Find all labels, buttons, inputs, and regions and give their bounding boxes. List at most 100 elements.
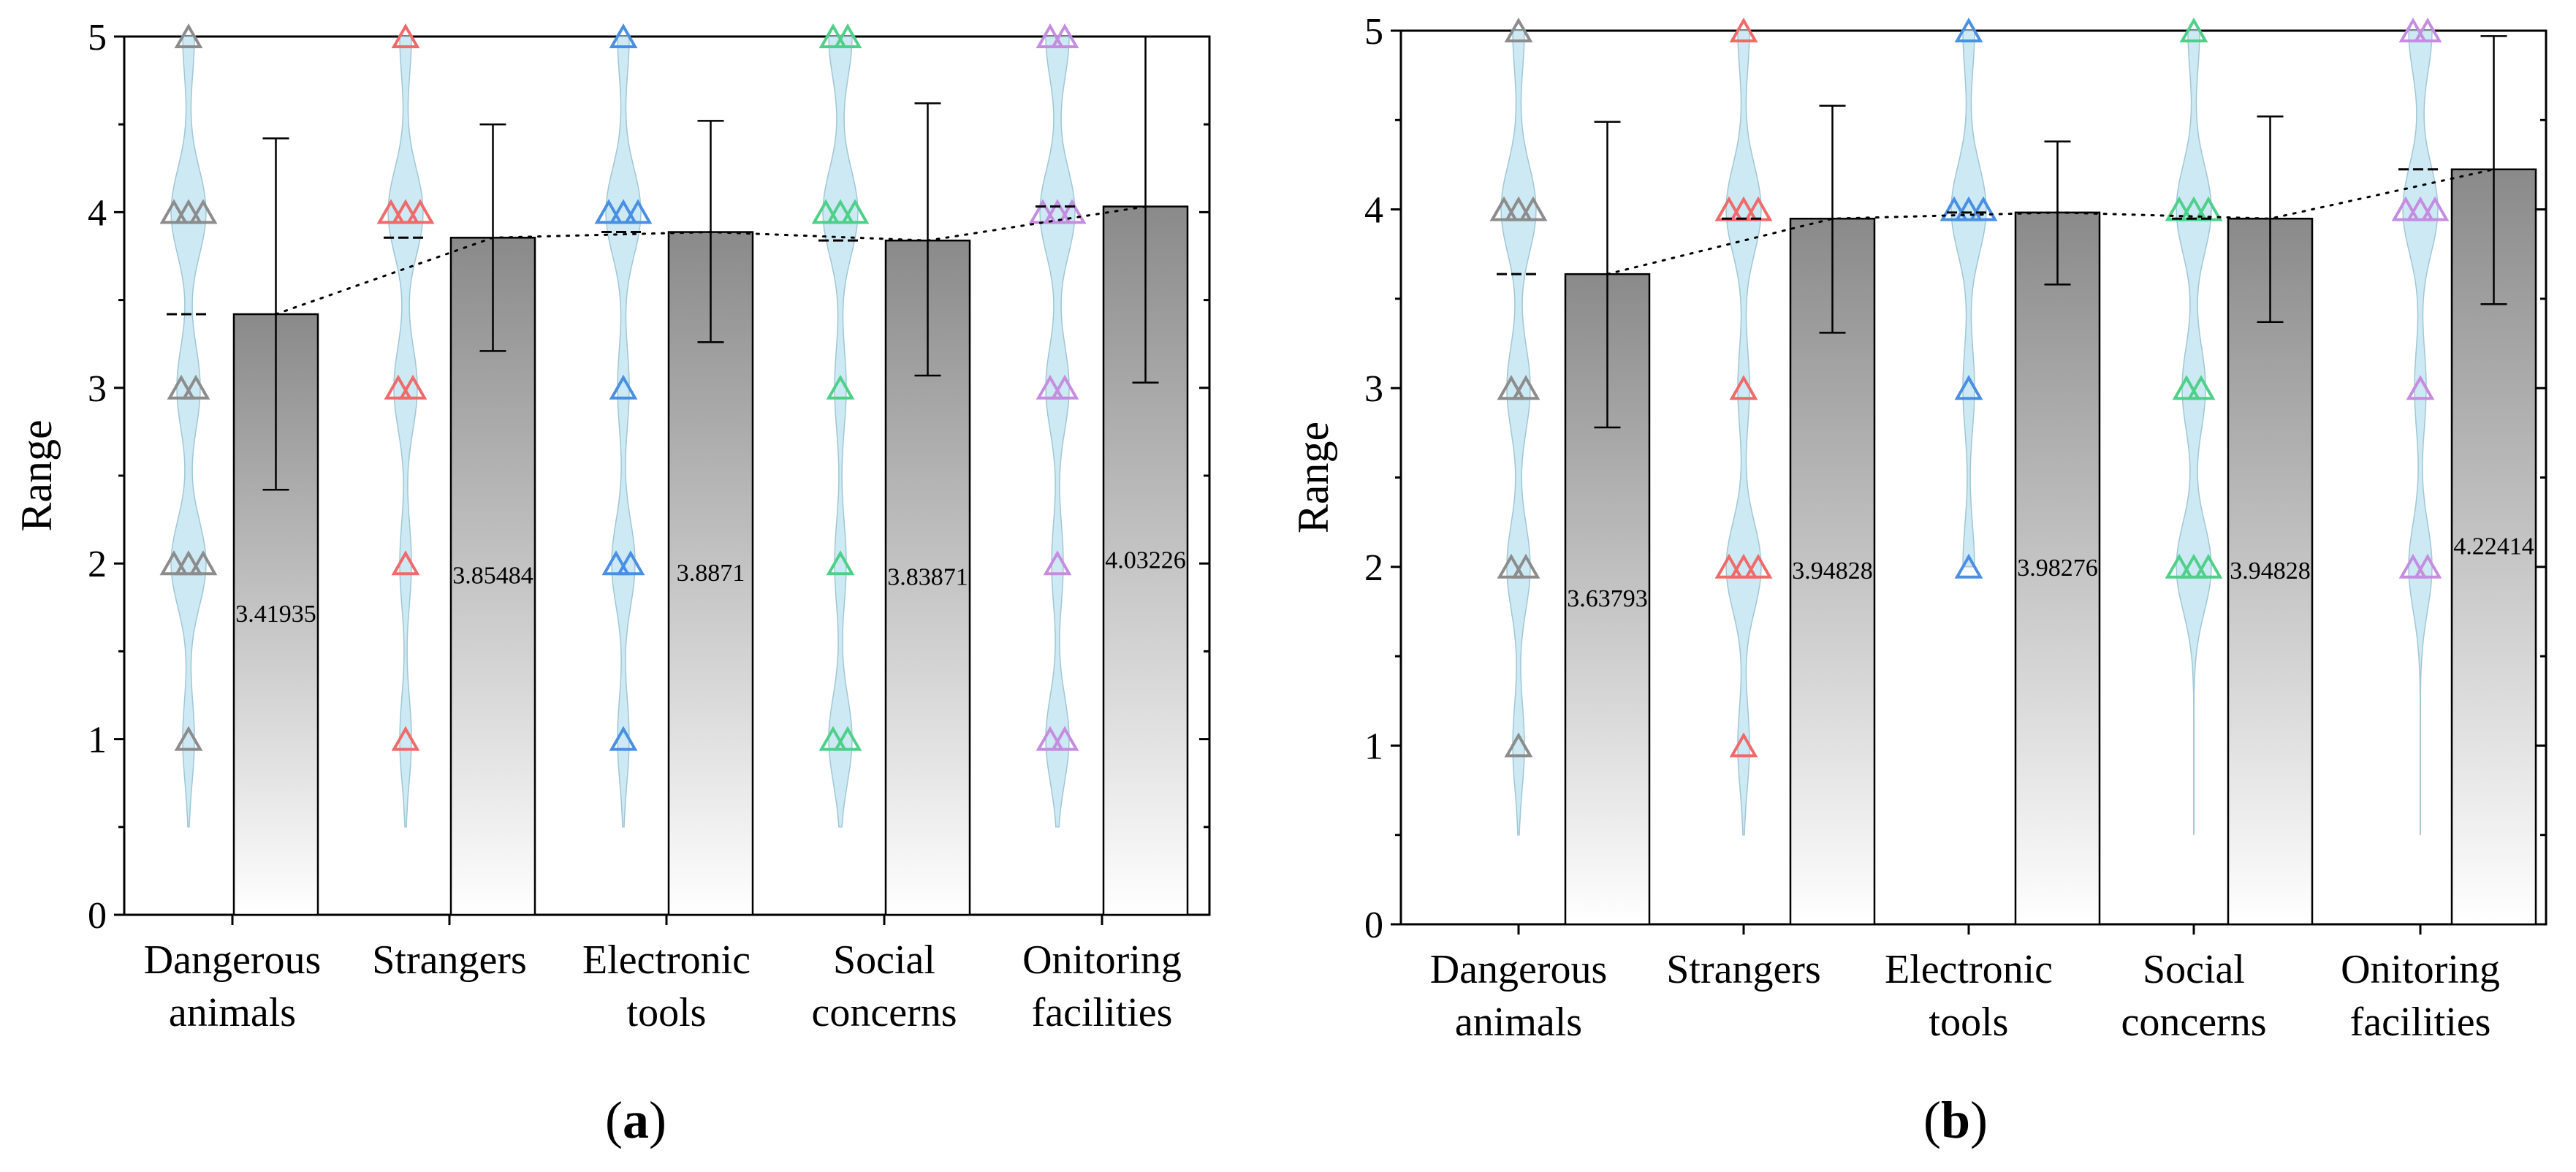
chart-a-svg: 0 1 2 3 4 5 Range Dangerous animals Strangers Elec…: [12, 17, 1211, 1035]
chart-a-category-label: concerns: [811, 990, 957, 1035]
chart-a-category-label: facilities: [1032, 990, 1173, 1035]
chart-a-ytick-label: 1: [88, 720, 107, 761]
chart-a-data-point-triangle: [1036, 23, 1065, 48]
chart-a-data-point-triangle: [398, 374, 428, 400]
chart-b-ytick-label: 5: [1364, 11, 1383, 53]
chart-a-ytick-label: 4: [88, 192, 107, 234]
chart-a-data-point-triangle: [1050, 374, 1079, 400]
chart-a-violin: [387, 36, 424, 828]
chart-b-data-point-triangle: [1497, 553, 1526, 579]
chart-b-data-point-triangle: [2194, 553, 2223, 579]
chart-a-data-point-triangle: [391, 550, 420, 576]
chart-a-data-point-triangle: [167, 374, 196, 400]
chart-b-violin: [2176, 30, 2212, 835]
chart-b-category-label: Social: [2143, 947, 2245, 992]
chart-a-data-point-triangle: [1036, 374, 1065, 400]
chart-a-data-point-triangle: [826, 374, 855, 400]
chart-a-data-point-triangle: [384, 374, 413, 400]
chart-b-data-point-triangle: [2165, 553, 2194, 579]
caption-a: (a): [605, 1091, 666, 1149]
chart-a-data-point-triangle: [159, 550, 189, 576]
chart-b-ytick-label: 0: [1364, 905, 1383, 946]
chart-b-value-label: 3.98276: [2017, 555, 2098, 582]
chart-b-ytick-label: 4: [1364, 190, 1383, 232]
chart-b-category-label: Strangers: [1666, 947, 1821, 992]
chart-a-data-point-triangle: [174, 23, 203, 48]
chart-a-data-point-triangle: [391, 23, 420, 48]
chart-a-violin: [605, 36, 642, 828]
chart-a-data-point-triangle: [833, 23, 862, 48]
chart-a-violin: [822, 36, 859, 828]
chart-b-category-label: Dangerous: [1430, 947, 1608, 992]
chart-a-data-point-triangle: [826, 550, 855, 576]
chart-a-data-point-triangle: [1036, 726, 1065, 751]
chart-a-data-point-triangle: [826, 199, 855, 224]
chart-a-data-point-triangle: [174, 726, 203, 751]
chart-b-value-label: 3.94828: [2230, 558, 2311, 585]
chart-b-violin: [2402, 30, 2439, 835]
chart-b-data-point-triangle: [1519, 196, 1548, 221]
chart-b-data-point-triangle: [1729, 375, 1758, 400]
chart-b-data-point-triangle: [2406, 196, 2435, 221]
chart-b-data-point-triangle: [2413, 17, 2442, 42]
chart-a-data-point-triangle: [1057, 199, 1087, 224]
chart-a-category-label: tools: [627, 990, 707, 1035]
chart-a-data-point-triangle: [1050, 726, 1079, 751]
chart-a-ytick-label: 5: [88, 17, 107, 58]
chart-a-value-label: 3.41935: [235, 601, 316, 628]
chart-a-data-point-triangle: [609, 23, 638, 48]
chart-a-violin: [1039, 36, 1076, 828]
chart-a-data-point-triangle: [159, 199, 189, 224]
chart-b-data-point-triangle: [1504, 17, 1533, 42]
chart-b-ylabel: Range: [1289, 422, 1337, 533]
chart-b-data-point-triangle: [1511, 375, 1540, 400]
chart-a-violin: [170, 36, 207, 828]
chart-a-data-point-triangle: [391, 199, 420, 224]
chart-b-data-point-triangle: [1511, 553, 1540, 579]
chart-b-data-point-triangle: [1497, 375, 1526, 400]
chart-a-data-point-triangle: [601, 550, 631, 576]
chart-a-data-point-triangle: [189, 199, 218, 224]
chart-a-data-point-triangle: [616, 550, 645, 576]
chart-a-category-label: Dangerous: [144, 937, 322, 983]
chart-a-category-label: Strangers: [372, 937, 527, 983]
chart-a-data-point-triangle: [840, 199, 870, 224]
chart-b-category-label: Onitoring: [2341, 947, 2500, 992]
chart-b-data-point-triangle: [1714, 553, 1744, 579]
chart-panel-b: 0 1 2 3 4 5 Range Dangerous animals Strangers Elec…: [1288, 0, 2576, 1172]
chart-b-data-point-triangle: [1504, 196, 1533, 221]
chart-b-data-point-triangle: [2179, 17, 2208, 42]
chart-a-ytick-label: 2: [88, 544, 107, 585]
chart-b-data-point-triangle: [1729, 17, 1758, 42]
chart-b-ytick-label: 2: [1364, 547, 1383, 589]
chart-b-category-label: facilities: [2350, 1000, 2491, 1045]
chart-b-ytick-label: 1: [1364, 726, 1383, 767]
chart-b-data-point-triangle: [2420, 196, 2450, 221]
chart-a-data-point-triangle: [174, 199, 203, 224]
chart-b-bar: [1789, 218, 1876, 926]
chart-b-category-label: animals: [1455, 1000, 1582, 1045]
chart-a-data-point-triangle: [833, 726, 862, 751]
chart-b-data-point-triangle: [1939, 196, 1969, 221]
chart-a-data-point-triangle: [811, 199, 840, 224]
chart-b-data-point-triangle: [2398, 553, 2428, 579]
chart-a-data-point-triangle: [1043, 550, 1072, 576]
chart-b-data-point-triangle: [1954, 17, 1983, 42]
chart-b-data-point-triangle: [2179, 553, 2208, 579]
chart-b-data-point-triangle: [1504, 732, 1533, 758]
chart-b-category-label: tools: [1929, 1000, 2009, 1045]
chart-b-data-point-triangle: [1729, 553, 1758, 579]
chart-a-ytick-label: 0: [88, 895, 107, 937]
chart-b-value-label: 3.63793: [1567, 585, 1648, 612]
caption-b: (b): [1923, 1091, 1988, 1149]
chart-b-data-point-triangle: [1489, 196, 1519, 221]
chart-a-ytick-label: 3: [88, 368, 107, 410]
chart-b-data-point-triangle: [2172, 375, 2201, 400]
chart-a-data-point-triangle: [818, 726, 848, 751]
chart-panel-a: 0 1 2 3 4 5 Range Dangerous animals Strangers Elec…: [12, 17, 1211, 1149]
chart-a-data-point-triangle: [391, 726, 420, 751]
chart-a-data-point-triangle: [623, 199, 653, 224]
chart-b-value-label: 4.22414: [2453, 533, 2534, 560]
chart-b-data-point-triangle: [1744, 553, 1773, 579]
chart-a-category-label: animals: [169, 990, 296, 1035]
